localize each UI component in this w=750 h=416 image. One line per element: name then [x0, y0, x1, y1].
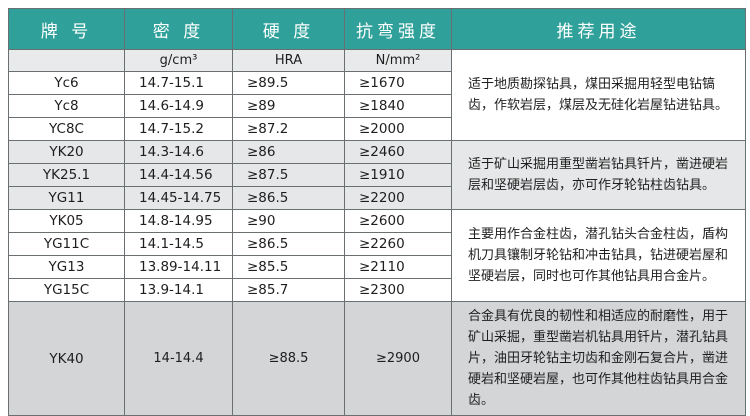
- density-cell: 13.89-14.11: [124, 255, 233, 279]
- strength-cell: ≥1670: [344, 71, 452, 95]
- density-cell: 14.7-15.1: [124, 71, 233, 95]
- table-row: Yc6 14.7-15.1 ≥89.5 ≥1670: [8, 71, 746, 95]
- hardness-cell: ≥86: [232, 140, 345, 164]
- density-cell: 14.7-15.2: [124, 117, 233, 141]
- hardness-cell: ≥85.5: [232, 255, 345, 279]
- table-row: YK25.1 14.4-14.56 ≥87.5 ≥1910: [8, 163, 746, 187]
- grade-cell: YK20: [8, 140, 125, 164]
- use-group-4: 合金具有优良的韧性和相适应的耐磨性，用于矿山采掘，重型凿岩机钻具用钎片，潜孔钻具…: [451, 301, 746, 416]
- density-cell: 14.3-14.6: [124, 140, 233, 164]
- header-strength: 抗弯强度: [344, 8, 452, 50]
- strength-cell: ≥2300: [344, 278, 452, 302]
- header-row: 牌 号 密 度 硬 度 抗弯强度 推荐用途: [8, 8, 746, 50]
- table-row: YG11C 14.1-14.5 ≥86.5 ≥2260: [8, 232, 746, 256]
- grade-cell: YK40: [8, 301, 125, 416]
- grade-cell: Yc8: [8, 94, 125, 118]
- strength-cell: ≥2000: [344, 117, 452, 141]
- strength-cell: ≥2600: [344, 209, 452, 233]
- use-group-1: 适于地质勘探钻具，煤田采掘用轻型电钻镐齿，作软岩层，煤层及无硅化岩屋钻进钻具。: [451, 49, 746, 141]
- strength-cell: ≥2200: [344, 186, 452, 210]
- hardness-cell: ≥89.5: [232, 71, 345, 95]
- units-blank-cell: [8, 49, 125, 72]
- header-density: 密 度: [124, 8, 233, 50]
- use-group-3: 主要用作合金柱齿，潜孔钻头合金柱齿，盾构机刀具镶制牙轮钻和冲击钻具，钻进硬岩屋和…: [451, 209, 746, 302]
- density-cell: 14.6-14.9: [124, 94, 233, 118]
- header-grade: 牌 号: [8, 8, 125, 50]
- hardness-cell: ≥88.5: [232, 301, 345, 416]
- unit-strength: N/mm²: [344, 49, 452, 72]
- grade-cell: YG15C: [8, 278, 125, 302]
- hardness-cell: ≥87.5: [232, 163, 345, 187]
- table-row: YG13 13.89-14.11 ≥85.5 ≥2110: [8, 255, 746, 279]
- grade-cell: YG11: [8, 186, 125, 210]
- table-row: YK20 14.3-14.6 ≥86 ≥2460 适于矿山采掘用重型凿岩钻具钎片…: [8, 140, 746, 210]
- hardness-cell: ≥90: [232, 209, 345, 233]
- table-row: YK05 14.8-14.95 ≥90 ≥2600 主要用作合金柱齿，潜孔钻头合…: [8, 209, 746, 302]
- strength-cell: ≥2260: [344, 232, 452, 256]
- table-row: YK40 14-14.4 ≥88.5 ≥2900 合金具有优良的韧性和相适应的耐…: [8, 301, 746, 416]
- density-cell: 14.4-14.56: [124, 163, 233, 187]
- density-cell: 14.8-14.95: [124, 209, 233, 233]
- spec-table-container: 牌 号 密 度 硬 度 抗弯强度 推荐用途 g/cm³ HRA N/mm² 适于…: [8, 8, 746, 416]
- density-cell: 14-14.4: [124, 301, 233, 416]
- table-row: YC8C 14.7-15.2 ≥87.2 ≥2000: [8, 117, 746, 141]
- strength-cell: ≥1910: [344, 163, 452, 187]
- header-hardness: 硬 度: [232, 8, 345, 50]
- units-row: g/cm³ HRA N/mm² 适于地质勘探钻具，煤田采掘用轻型电钻镐齿，作软岩…: [8, 49, 746, 141]
- use-group-2: 适于矿山采掘用重型凿岩钻具钎片，凿进硬岩层和坚硬岩层齿，亦可作牙轮钻柱齿钻具。: [451, 140, 746, 210]
- hardness-cell: ≥85.7: [232, 278, 345, 302]
- grade-cell: YG11C: [8, 232, 125, 256]
- grade-cell: YG13: [8, 255, 125, 279]
- table-row: YG15C 13.9-14.1 ≥85.7 ≥2300: [8, 278, 746, 302]
- carbide-spec-table: 牌 号 密 度 硬 度 抗弯强度 推荐用途 g/cm³ HRA N/mm² 适于…: [8, 8, 746, 416]
- grade-cell: YK05: [8, 209, 125, 233]
- header-use: 推荐用途: [451, 8, 746, 50]
- strength-cell: ≥2110: [344, 255, 452, 279]
- hardness-cell: ≥86.5: [232, 232, 345, 256]
- strength-cell: ≥2900: [344, 301, 452, 416]
- strength-cell: ≥1840: [344, 94, 452, 118]
- density-cell: 14.1-14.5: [124, 232, 233, 256]
- grade-cell: YC8C: [8, 117, 125, 141]
- strength-cell: ≥2460: [344, 140, 452, 164]
- density-cell: 13.9-14.1: [124, 278, 233, 302]
- hardness-cell: ≥87.2: [232, 117, 345, 141]
- unit-density: g/cm³: [124, 49, 233, 72]
- grade-cell: Yc6: [8, 71, 125, 95]
- density-cell: 14.45-14.75: [124, 186, 233, 210]
- hardness-cell: ≥89: [232, 94, 345, 118]
- unit-hardness: HRA: [232, 49, 345, 72]
- table-row: YG11 14.45-14.75 ≥86.5 ≥2200: [8, 186, 746, 210]
- hardness-cell: ≥86.5: [232, 186, 345, 210]
- grade-cell: YK25.1: [8, 163, 125, 187]
